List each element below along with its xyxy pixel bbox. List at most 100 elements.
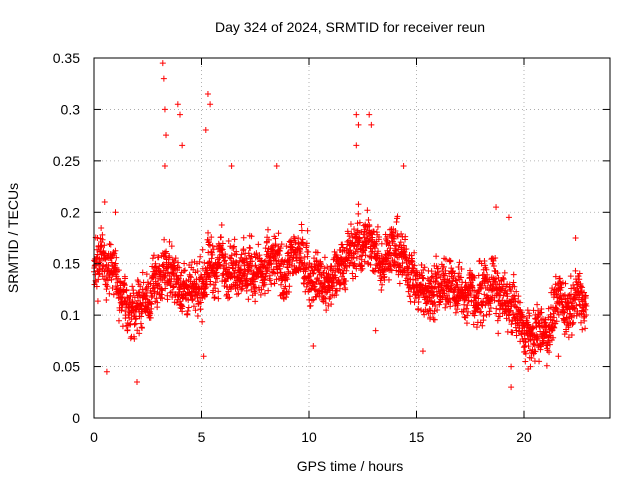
data-point (278, 281, 285, 288)
data-point (160, 75, 167, 82)
data-point (353, 142, 360, 149)
data-point (404, 275, 411, 282)
data-point (534, 301, 541, 308)
data-point (304, 280, 311, 287)
data-point (139, 269, 146, 276)
data-point (355, 121, 362, 128)
data-point (231, 243, 238, 250)
data-point (335, 276, 342, 283)
data-point (476, 309, 483, 316)
data-point (163, 248, 170, 255)
data-point (351, 242, 358, 249)
data-point (583, 311, 590, 318)
data-point (112, 247, 119, 254)
data-point (480, 298, 487, 305)
data-point (240, 259, 247, 266)
data-point (568, 331, 575, 338)
data-point (501, 269, 508, 276)
data-point (143, 271, 150, 278)
data-point (458, 274, 465, 281)
data-point (143, 292, 150, 299)
data-point (230, 257, 237, 264)
data-point (233, 258, 240, 265)
data-point (521, 335, 528, 342)
data-point (348, 230, 355, 237)
data-point (194, 268, 201, 275)
data-point (394, 233, 401, 240)
data-point (508, 321, 515, 328)
data-point (324, 264, 331, 271)
data-point (103, 296, 110, 303)
data-point (286, 238, 293, 245)
x-tick-label: 0 (90, 429, 98, 445)
data-point (506, 317, 513, 324)
data-point (572, 296, 579, 303)
data-point (292, 239, 299, 246)
data-point (245, 296, 252, 303)
data-point (238, 251, 245, 258)
data-point (127, 320, 134, 327)
data-point (144, 304, 151, 311)
data-point (333, 252, 340, 259)
data-point (177, 111, 183, 118)
data-point (385, 276, 392, 283)
data-point (318, 263, 325, 270)
data-point (93, 283, 100, 290)
data-point (362, 252, 369, 259)
data-point (190, 303, 197, 310)
data-point (205, 229, 212, 236)
data-point (240, 246, 247, 253)
data-point (201, 292, 208, 299)
data-point (261, 290, 268, 297)
data-point (268, 261, 275, 268)
data-point (470, 273, 477, 280)
data-point (180, 295, 187, 302)
data-point (297, 250, 304, 257)
data-point (121, 282, 128, 289)
data-point (146, 309, 153, 316)
data-point (205, 273, 212, 280)
data-point (115, 267, 122, 274)
data-point (410, 265, 417, 272)
data-point (159, 262, 166, 269)
data-point (546, 341, 553, 348)
data-point (487, 304, 494, 311)
data-point (265, 287, 272, 294)
data-point (184, 310, 191, 317)
data-point (455, 264, 462, 271)
data-point (251, 285, 258, 292)
data-point (215, 288, 222, 295)
data-point (106, 241, 113, 248)
data-point (310, 343, 317, 349)
data-point (510, 279, 517, 286)
data-point (340, 270, 347, 277)
data-point (202, 127, 209, 133)
data-point (379, 281, 386, 288)
data-point (228, 163, 235, 169)
data-point (394, 231, 401, 238)
data-point (399, 260, 406, 267)
data-point (492, 254, 499, 261)
data-point (179, 303, 186, 310)
data-point (486, 308, 493, 315)
data-point (283, 294, 290, 301)
data-point (155, 254, 162, 261)
data-point (564, 295, 571, 302)
data-point (147, 300, 154, 307)
data-point (218, 221, 225, 228)
x-tick-label: 10 (301, 429, 317, 445)
data-point (278, 258, 285, 265)
data-point (447, 258, 454, 265)
data-point (443, 292, 450, 299)
data-point (284, 276, 291, 283)
data-point (581, 289, 588, 296)
data-point (506, 308, 513, 315)
data-point (342, 286, 349, 293)
data-point (546, 349, 553, 356)
data-point (510, 271, 517, 278)
data-point (231, 236, 238, 243)
data-point (509, 329, 516, 336)
data-point (321, 254, 328, 261)
data-point (550, 334, 557, 341)
data-point (538, 309, 545, 316)
